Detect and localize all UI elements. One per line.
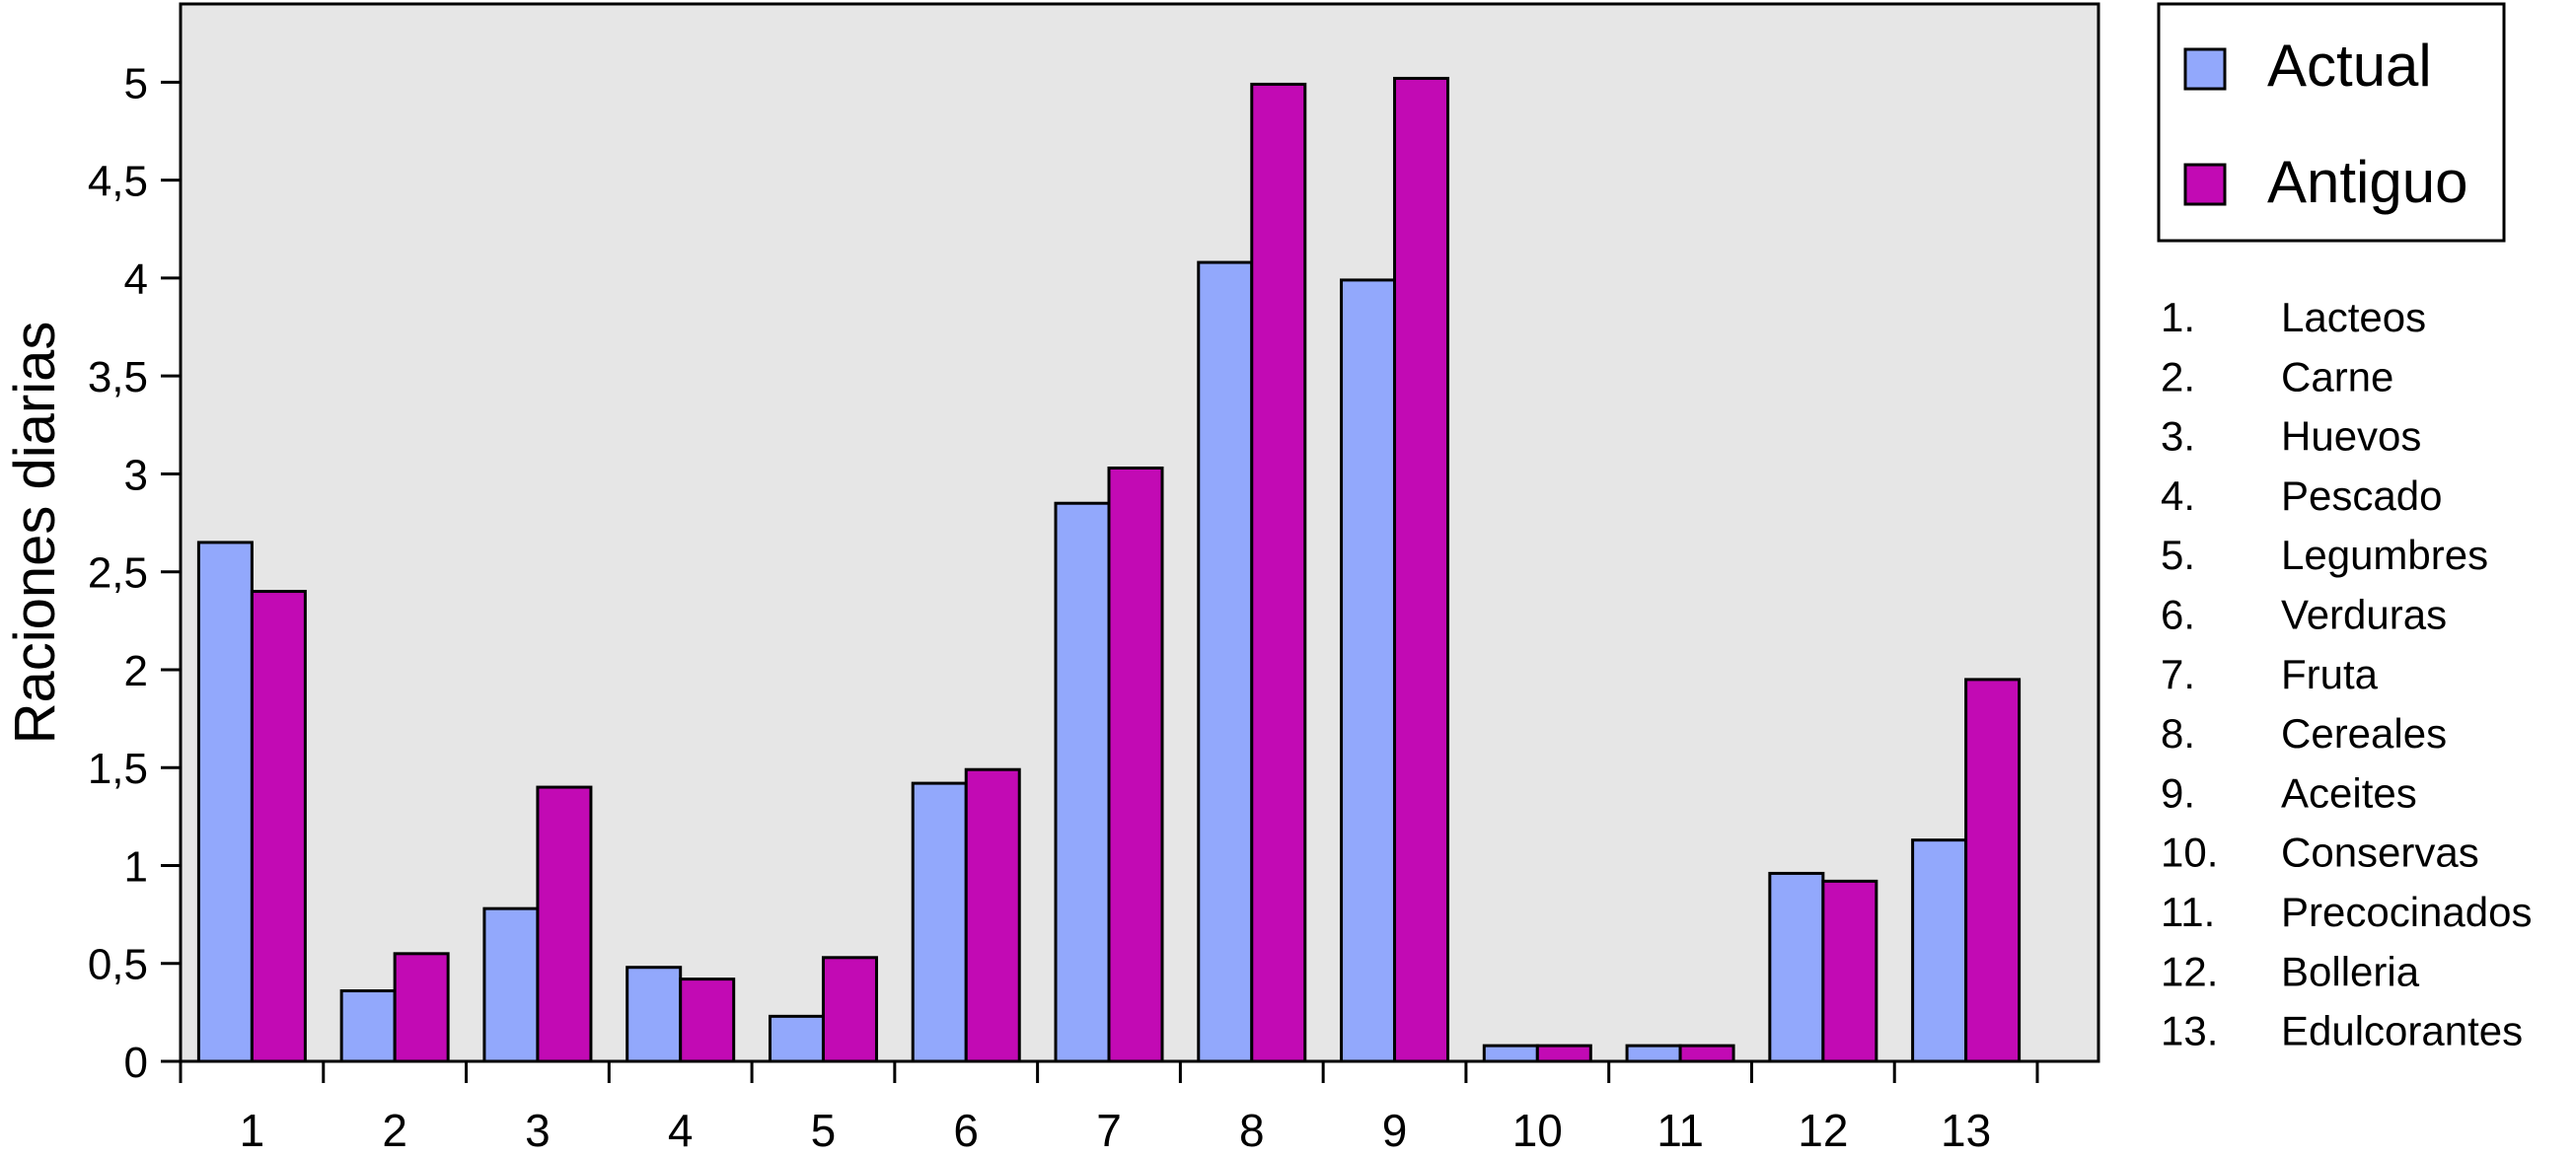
key-number: 5.	[2161, 532, 2195, 578]
key-label: Conservas	[2281, 830, 2479, 876]
y-tick-label: 3	[124, 451, 148, 499]
key-number: 10.	[2161, 830, 2218, 876]
key-label: Edulcorantes	[2281, 1008, 2523, 1054]
bar-actual-4	[626, 966, 683, 1063]
bar-antiguo-13	[1964, 678, 2022, 1063]
bar-actual-8	[1197, 260, 1254, 1063]
x-tick-label: 13	[1941, 1105, 1991, 1156]
y-tick-label: 2	[124, 647, 148, 695]
bar-antiguo-7	[1107, 466, 1164, 1063]
bar-antiguo-5	[821, 956, 878, 1063]
key-number: 4.	[2161, 472, 2195, 519]
y-tick-label: 2,5	[88, 549, 148, 598]
key-number: 9.	[2161, 769, 2195, 816]
x-tick-label: 4	[668, 1105, 694, 1156]
x-tick-label: 7	[1096, 1105, 1122, 1156]
key-label: Aceites	[2281, 769, 2417, 816]
bar-actual-5	[768, 1014, 825, 1063]
bar-antiguo-10	[1535, 1044, 1592, 1063]
bar-actual-11	[1625, 1044, 1682, 1063]
x-tick-label: 12	[1798, 1105, 1848, 1156]
legend-swatch-actual	[2183, 47, 2227, 91]
legend-swatch-antiguo	[2183, 163, 2227, 206]
y-tick-label: 1	[124, 842, 148, 891]
bar-antiguo-6	[964, 767, 1021, 1063]
y-tick-label: 4	[124, 255, 148, 304]
key-number: 3.	[2161, 413, 2195, 460]
x-tick-label: 1	[240, 1105, 265, 1156]
key-number: 11.	[2161, 889, 2215, 935]
x-tick-label: 11	[1656, 1105, 1704, 1156]
y-tick-label: 3,5	[88, 353, 148, 401]
bar-actual-6	[911, 781, 968, 1063]
x-tick-label: 9	[1382, 1105, 1408, 1156]
key-label: Huevos	[2281, 413, 2421, 460]
bar-actual-10	[1482, 1044, 1539, 1063]
key-label: Verduras	[2281, 592, 2447, 638]
key-number: 6.	[2161, 592, 2195, 638]
bar-antiguo-12	[1821, 879, 1878, 1063]
y-tick-label: 0,5	[88, 941, 148, 989]
bar-antiguo-9	[1393, 76, 1450, 1063]
key-number: 7.	[2161, 651, 2195, 697]
key-number: 1.	[2161, 294, 2195, 340]
bar-actual-13	[1911, 838, 1968, 1063]
x-tick-label: 2	[382, 1105, 407, 1156]
bar-actual-1	[196, 541, 254, 1063]
key-label: Lacteos	[2281, 294, 2426, 340]
bar-actual-2	[339, 989, 397, 1063]
legend: Actual Antiguo	[2157, 2, 2506, 243]
key-label: Fruta	[2281, 651, 2379, 697]
legend-label-antiguo: Antiguo	[2267, 149, 2468, 215]
bar-antiguo-8	[1250, 82, 1307, 1063]
x-tick-label: 5	[811, 1105, 837, 1156]
bar-antiguo-11	[1678, 1044, 1735, 1063]
category-key: 1. Lacteos 2. Carne 3. Huevos 4. Pescado 5. Legum…	[2161, 294, 2532, 1054]
x-tick-label: 6	[953, 1105, 979, 1156]
y-tick-label: 1,5	[88, 745, 148, 793]
bar-antiguo-2	[393, 952, 450, 1063]
y-axis-label: Raciones diarias	[3, 322, 67, 745]
key-label: Precocinados	[2281, 889, 2532, 935]
y-tick-label: 5	[124, 59, 148, 108]
key-label: Cereales	[2281, 710, 2447, 757]
key-number: 8.	[2161, 710, 2195, 757]
legend-label-actual: Actual	[2267, 33, 2432, 99]
bar-actual-3	[482, 906, 540, 1063]
bar-antiguo-4	[679, 977, 736, 1063]
key-number: 12.	[2161, 948, 2218, 994]
bar-actual-12	[1768, 871, 1825, 1063]
y-tick-label: 4,5	[88, 158, 148, 206]
y-tick-label: 0	[124, 1039, 148, 1087]
key-label: Pescado	[2281, 472, 2442, 519]
x-tick-label: 10	[1512, 1105, 1563, 1156]
bar-antiguo-3	[536, 785, 593, 1063]
key-number: 13.	[2161, 1008, 2218, 1054]
key-label: Legumbres	[2281, 532, 2488, 578]
x-tick-label: 3	[525, 1105, 551, 1156]
bar-actual-9	[1340, 278, 1397, 1063]
bar-actual-7	[1054, 501, 1111, 1063]
key-label: Bolleria	[2281, 948, 2420, 994]
bar-antiguo-1	[250, 590, 307, 1063]
x-tick-label: 8	[1239, 1105, 1265, 1156]
key-number: 2.	[2161, 353, 2195, 399]
key-label: Carne	[2281, 353, 2393, 399]
